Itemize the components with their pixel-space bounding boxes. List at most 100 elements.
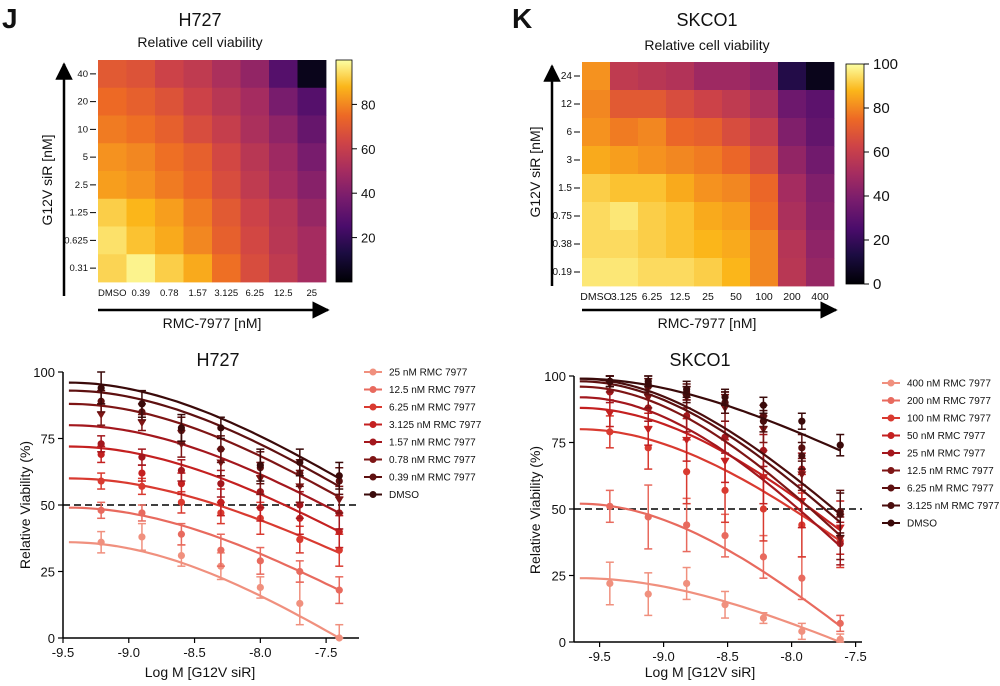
heatmap-cell [778,118,807,147]
y-tick-label: 12 [561,99,573,110]
data-point [836,635,844,643]
j-x-axis-label: RMC-7977 [nM] [163,315,262,331]
heatmap-cell [297,254,327,283]
y-tick-label: 0.38 [553,239,573,250]
heatmap-cell [98,171,127,200]
data-point [177,424,185,432]
heatmap-cell [666,146,695,175]
legend-label: 0.39 nM RMC 7977 [389,473,476,484]
data-point [759,553,768,561]
data-point [721,486,729,494]
heatmap-cell [610,230,639,259]
data-point [721,393,729,401]
data-point [97,477,105,485]
data-point [721,601,729,609]
series-fit-line [579,428,841,542]
data-point [606,502,614,510]
heatmap-cell [610,202,639,231]
colorbar-tick-label: 20 [873,232,890,249]
data-point [721,532,729,540]
series-fit-line [68,477,340,554]
data-point [296,501,304,509]
series-fit-line [579,380,841,524]
heatmap-cell [778,202,807,231]
data-point [644,377,652,385]
colorbar-tick-label: 40 [873,188,890,205]
y-tick-label: 0.75 [553,211,573,222]
colorbar-tick-label: 40 [361,186,375,201]
heatmap-cell [722,146,751,175]
data-point [296,567,304,576]
j-y-axis-label: G12V siR [nM] [39,134,55,225]
series-fit-line [68,402,340,498]
heatmap-cell [126,254,156,283]
data-point [335,472,343,480]
data-point [798,452,806,460]
y-tick-label: 3 [566,155,572,166]
legend-marker [369,368,377,376]
series-fit-line [68,445,340,533]
y-tick-label: 2.5 [75,180,88,191]
heatmap-cell [155,115,184,144]
heatmap-cell [212,87,241,116]
series-fit-line [68,424,340,514]
series-fit-line [68,381,340,480]
data-point [335,528,343,536]
data-point [606,377,614,385]
heatmap-cell [582,118,611,147]
heatmap-cell [126,115,156,144]
data-point [96,411,106,420]
heatmap-cell [183,198,213,227]
data-point [836,619,844,627]
heatmap-cell [155,254,184,283]
data-point [683,468,691,476]
x-tick-label: 3.125 [611,291,637,303]
heatmap-cell [610,118,639,147]
heatmap-cell [155,60,184,89]
heatmap-j-x-ticks: DMSO 0.39 0.78 1.57 3.125 6.25 12.5 25 [98,288,317,299]
y-tick-label: 1.25 [70,208,89,219]
y-tick-label: 100 [544,369,566,384]
heatmap-cell [212,226,241,255]
heatmap-cell [610,174,639,203]
heatmap-cell [126,143,156,172]
y-tick-label: 10 [77,124,88,135]
heatmap-cell [269,143,298,172]
x-tick-label: 0.39 [132,288,151,299]
series-fit-line [68,541,340,639]
heatmap-cell [694,230,723,259]
legend-label: 100 nM RMC 7977 [907,414,991,425]
data-point [643,426,653,434]
heatmap-cell [582,146,611,175]
data-point [759,614,768,622]
series-fit-line [579,377,841,452]
data-point [217,546,225,554]
heatmap-cell [666,90,695,119]
heatmap-cell [126,171,156,200]
k-colorbar-ticks: 0 20 40 60 80 100 [864,56,898,293]
data-point [138,533,146,541]
data-point [217,498,225,506]
heatmap-cell [297,87,327,116]
j-curve-legend: 25 nM RMC 7977 12.5 nM RMC 7977 6.25 nM RM… [364,368,482,501]
heatmap-cell [638,90,667,119]
heatmap-cell [750,118,779,147]
heatmap-cell [240,198,270,227]
heatmap-cell [297,60,327,89]
heatmap-cell [98,115,127,144]
data-point [335,546,343,554]
heatmap-cell [722,90,751,119]
heatmap-cell [666,118,695,147]
heatmap-cell [126,87,156,116]
heatmap-cell [806,174,835,203]
colorbar-tick-label: 20 [361,231,375,246]
panel-j-heatmap-title: H727 [178,10,221,30]
heatmap-cell [666,62,695,91]
heatmap-cell [297,115,327,144]
legend-marker [887,432,895,439]
x-tick-label: -9.5 [52,645,74,660]
heatmap-cell [212,254,241,283]
heatmap-cell [638,230,667,259]
y-tick-label: 75 [41,432,55,447]
k-y-axis-label: G12V siR [nM] [527,126,543,217]
